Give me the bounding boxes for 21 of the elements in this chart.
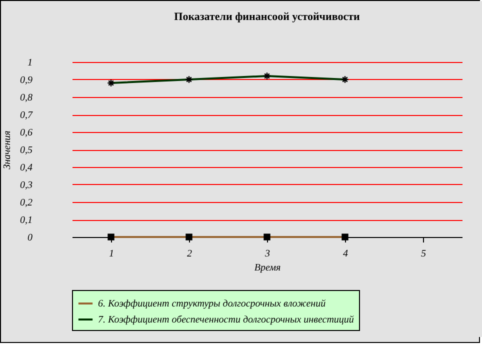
y-tick-label: 0,1: [20, 215, 32, 226]
x-axis-title: Время: [254, 262, 282, 274]
x-tick-label: 3: [264, 248, 270, 260]
legend-label: 6. Коэффициент структуры долгосрочных вложений: [98, 298, 326, 310]
y-tick-label: 0,4: [20, 162, 32, 174]
y-tick-label: 0,8: [20, 92, 32, 104]
legend-label: 7. Коэффициент обеспеченности долгосрочных инвестиций: [98, 314, 354, 326]
chart-title: Показатели финансоой устойчивости: [174, 11, 360, 23]
y-tick-label: 0,6: [20, 128, 32, 138]
y-tick-label: 0: [28, 232, 32, 244]
x-tick-label: 2: [187, 248, 192, 260]
x-tick-label: 1: [109, 248, 114, 260]
y-tick-label: 0,5: [20, 145, 32, 156]
x-tick-label: 4: [343, 248, 348, 260]
x-tick-label: 5: [421, 248, 426, 260]
y-tick-label: 0,9: [20, 75, 32, 86]
y-tick-label: 0,2: [20, 198, 32, 208]
y-tick-label: 0,3: [20, 180, 32, 191]
y-tick-label: 0,7: [20, 110, 34, 121]
y-axis-title: Значения: [2, 130, 13, 170]
y-tick-label: 1: [28, 58, 32, 68]
